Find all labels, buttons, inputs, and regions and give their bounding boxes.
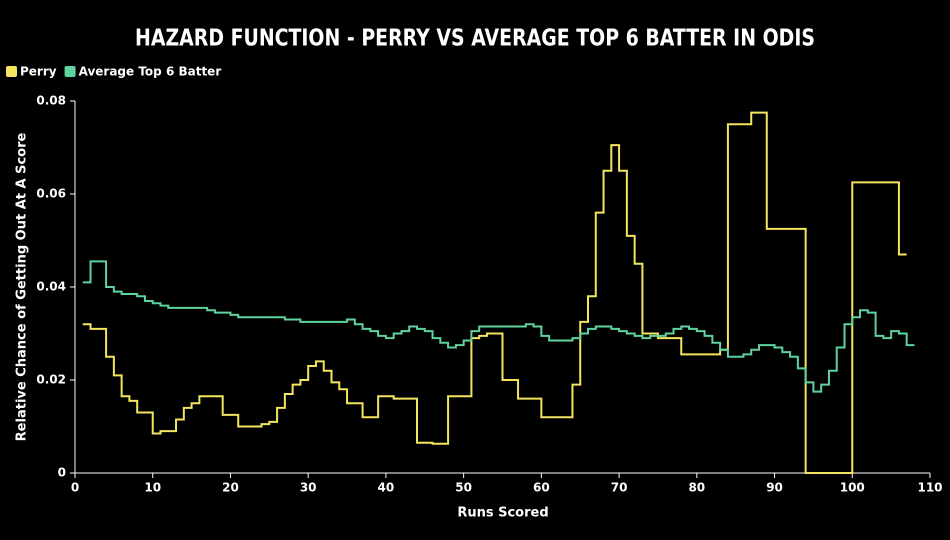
x-tick-label: 40 [378, 481, 395, 495]
x-tick-label: 80 [688, 481, 705, 495]
legend-label: Average Top 6 Batter [79, 65, 222, 79]
series-line [82, 260, 915, 393]
x-tick-label: 70 [611, 481, 628, 495]
legend-swatch [6, 66, 17, 77]
y-axis-label: Relative Chance of Getting Out At A Scor… [15, 132, 30, 441]
x-tick-label: 100 [840, 481, 865, 495]
x-tick-label: 110 [917, 481, 942, 495]
legend-label: Perry [20, 65, 57, 79]
y-tick-label: 0.04 [36, 280, 66, 294]
x-tick-label: 10 [144, 481, 161, 495]
y-tick-label: 0.02 [36, 373, 66, 387]
y-tick-label: 0.08 [36, 94, 66, 108]
x-tick-label: 30 [300, 481, 317, 495]
x-tick-label: 90 [766, 481, 783, 495]
x-tick-label: 0 [71, 481, 79, 495]
x-tick-label: 60 [533, 481, 550, 495]
legend-swatch [64, 66, 76, 77]
chart-title: HAZARD FUNCTION - PERRY VS AVERAGE TOP 6… [135, 26, 815, 52]
y-tick-label: 0.06 [36, 187, 66, 201]
x-tick-label: 20 [222, 481, 239, 495]
series-line [82, 111, 907, 474]
y-tick-label: 0 [58, 466, 66, 480]
x-axis-label: Runs Scored [457, 506, 548, 521]
x-tick-label: 50 [455, 481, 472, 495]
